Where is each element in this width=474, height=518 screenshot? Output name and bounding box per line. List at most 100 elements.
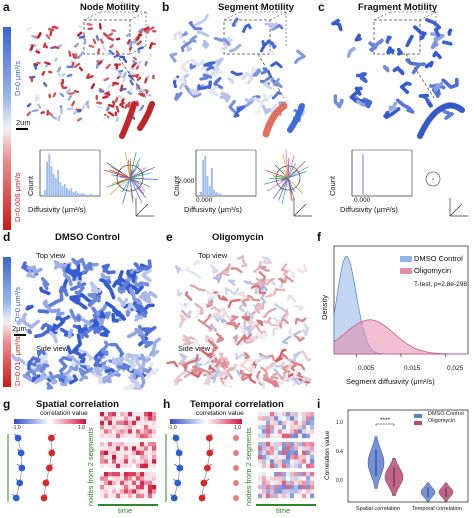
- node-mark: [112, 100, 116, 106]
- heat-cell: [136, 476, 141, 481]
- heat-cell: [310, 412, 315, 417]
- mito-segment: [383, 107, 401, 119]
- hist-bar: [79, 194, 81, 196]
- mito-segment: [220, 91, 230, 101]
- heat-cell: [148, 446, 153, 451]
- h-ylabel: nodes from 2 segments: [244, 427, 253, 506]
- heat-cell: [266, 489, 271, 494]
- heat-cell: [120, 442, 125, 447]
- node-mark: [41, 70, 46, 76]
- node-mark: [96, 105, 104, 109]
- node-mark: [103, 77, 110, 82]
- heat-cell: [302, 463, 307, 469]
- mito-segment: [302, 323, 309, 336]
- violin-ytick-5: 0.0: [336, 478, 343, 484]
- mito-segment: [233, 363, 239, 371]
- mito-segment: [205, 335, 215, 343]
- heat-cell: [120, 463, 125, 469]
- node-mark: [67, 94, 73, 101]
- mito-segment: [172, 75, 185, 84]
- heat-cell: [148, 480, 153, 486]
- heat-cell: [136, 412, 141, 417]
- heat-cell: [290, 425, 295, 430]
- heat-cell: [116, 493, 121, 499]
- mito-segment: [191, 364, 203, 373]
- mito-segment: [50, 308, 65, 317]
- mito-segment: [48, 371, 68, 380]
- panel-label-e: e: [166, 230, 173, 244]
- mito-segment: [93, 366, 103, 377]
- heat-cell: [148, 463, 153, 469]
- mito-segment: [273, 368, 280, 376]
- heat-cell: [128, 412, 133, 417]
- scalebar-mid-label: 2μm: [12, 324, 27, 333]
- heat-cell: [306, 412, 311, 417]
- heat-cell: [258, 420, 263, 426]
- mito-segment: [40, 277, 50, 291]
- trajectory-line: [128, 163, 131, 179]
- node-mark: [71, 100, 76, 107]
- mito-segment: [78, 367, 94, 377]
- heat-cell: [270, 446, 275, 451]
- heat-cell: [100, 433, 105, 439]
- mito-segment: [101, 349, 115, 363]
- mito-segment: [133, 262, 148, 271]
- heat-cell: [108, 420, 113, 426]
- heat-cell: [298, 472, 303, 477]
- mito-segment: [192, 338, 200, 346]
- mito-segment: [55, 314, 71, 322]
- heat-cell: [140, 420, 145, 426]
- heat-cell: [258, 442, 263, 447]
- heat-cell: [136, 433, 141, 439]
- mito-segment: [58, 355, 73, 373]
- mito-segment: [262, 332, 268, 341]
- mito-segment: [95, 304, 107, 318]
- heat-cell: [124, 485, 129, 490]
- node-mark: [54, 57, 59, 62]
- mito-segment: [241, 297, 251, 308]
- mito-segment: [180, 31, 189, 37]
- heat-cell: [144, 446, 149, 451]
- heat-cell: [104, 485, 109, 490]
- mito-segment: [442, 109, 454, 120]
- heat-cell: [266, 480, 271, 486]
- mito-segment: [137, 353, 146, 362]
- heat-cell: [108, 442, 113, 447]
- heat-cell: [112, 412, 117, 417]
- heat-cell: [116, 476, 121, 481]
- heat-cell: [108, 489, 113, 494]
- violin-group-spatial: Spatial correlation: [356, 506, 401, 512]
- hist-bar: [208, 186, 211, 196]
- heat-cell: [270, 493, 275, 499]
- h-corr-colorbar: [170, 419, 242, 424]
- chain-arrow: [173, 478, 178, 484]
- node-mark: [128, 46, 133, 51]
- heat-cell: [282, 493, 287, 499]
- heat-cell: [282, 429, 287, 434]
- node-mark: [26, 111, 32, 117]
- heat-cell: [282, 485, 287, 490]
- node-mark: [26, 103, 32, 108]
- chain-arrow: [173, 433, 177, 439]
- node-mark: [88, 44, 95, 49]
- mito-segment: [272, 288, 286, 296]
- colorbar-top-low-label: D=0.006 μm²/s: [13, 172, 22, 222]
- heat-cell: [128, 420, 133, 426]
- heat-cell: [298, 463, 303, 469]
- mito-segment: [228, 43, 242, 53]
- mito-segment: [281, 353, 289, 360]
- mito-segment: [178, 302, 189, 309]
- mito-segment: [174, 91, 183, 101]
- heat-cell: [294, 489, 299, 494]
- trajectory-line: [129, 167, 146, 179]
- heat-cell: [294, 472, 299, 477]
- spatial-heatmap: [100, 412, 157, 499]
- mito-segment: [31, 374, 41, 383]
- density-ylabel: Density: [320, 294, 329, 320]
- mito-segment: [111, 357, 119, 366]
- node-mark: [122, 76, 127, 83]
- mito-segment: [196, 366, 215, 375]
- heat-cell: [144, 442, 149, 447]
- heat-cell: [298, 476, 303, 481]
- heat-cell: [302, 420, 307, 426]
